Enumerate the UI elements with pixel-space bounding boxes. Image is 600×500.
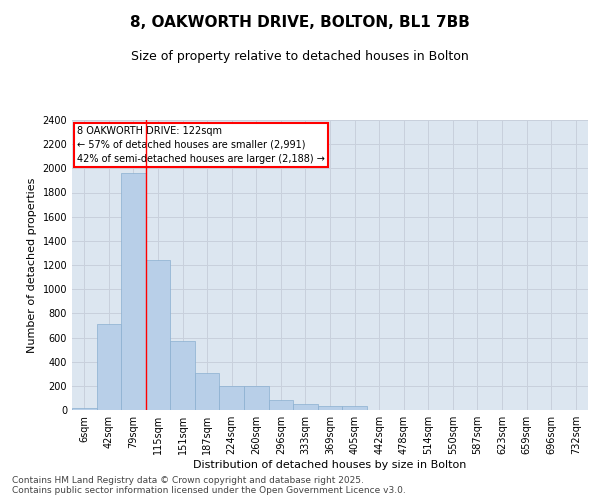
Text: Contains HM Land Registry data © Crown copyright and database right 2025.
Contai: Contains HM Land Registry data © Crown c…: [12, 476, 406, 495]
Bar: [121, 173, 146, 410]
Bar: [170, 340, 195, 410]
Bar: [318, 406, 342, 410]
Bar: [146, 260, 170, 410]
Bar: [244, 386, 269, 410]
Text: Size of property relative to detached houses in Bolton: Size of property relative to detached ho…: [131, 50, 469, 63]
Text: 8 OAKWORTH DRIVE: 122sqm
← 57% of detached houses are smaller (2,991)
42% of sem: 8 OAKWORTH DRIVE: 122sqm ← 57% of detach…: [77, 126, 325, 164]
X-axis label: Distribution of detached houses by size in Bolton: Distribution of detached houses by size …: [193, 460, 467, 470]
Bar: [97, 324, 121, 410]
Bar: [220, 386, 244, 410]
Y-axis label: Number of detached properties: Number of detached properties: [27, 178, 37, 352]
Bar: [269, 400, 293, 410]
Bar: [293, 404, 318, 410]
Bar: [195, 373, 220, 410]
Bar: [342, 406, 367, 410]
Bar: [72, 408, 97, 410]
Text: 8, OAKWORTH DRIVE, BOLTON, BL1 7BB: 8, OAKWORTH DRIVE, BOLTON, BL1 7BB: [130, 15, 470, 30]
